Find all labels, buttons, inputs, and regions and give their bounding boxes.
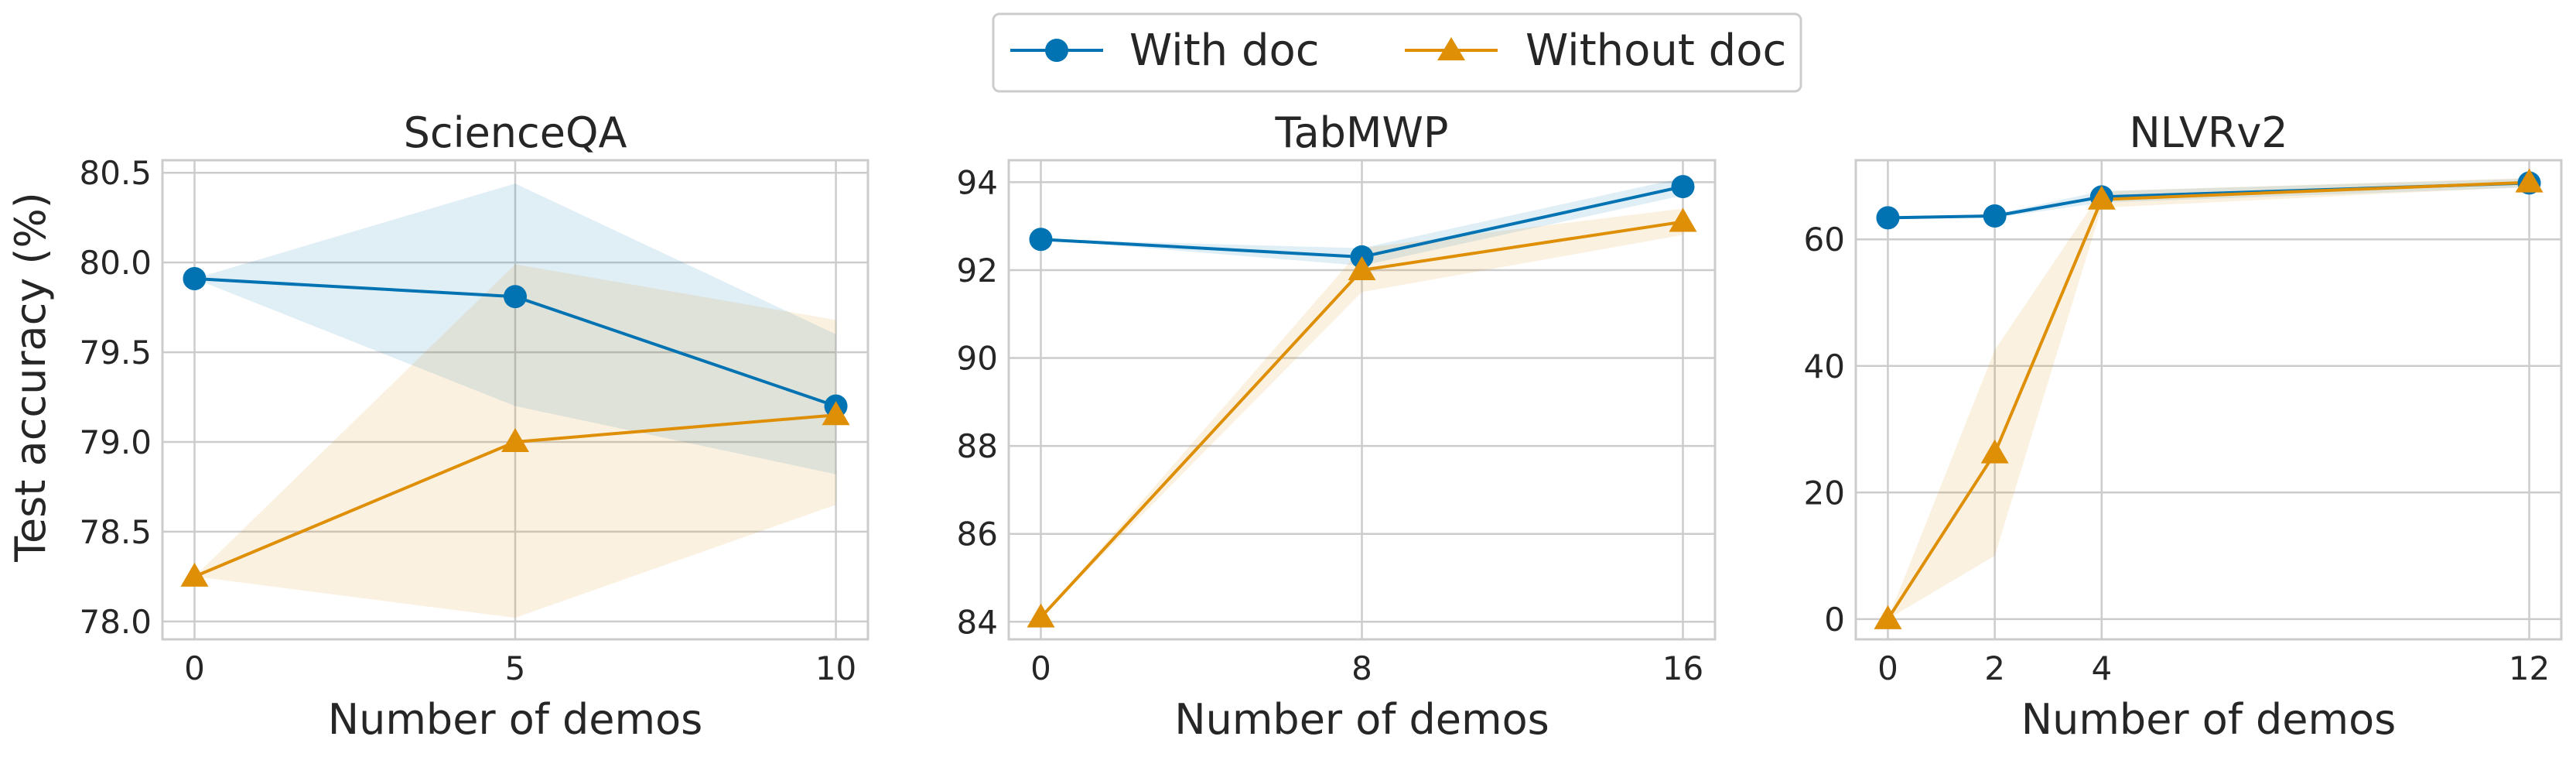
p2-y-tick-label-3: 60 <box>1804 221 1845 259</box>
p0-point-with-doc-1 <box>504 285 527 309</box>
p1-point-without-doc-2 <box>1669 207 1697 232</box>
p2-point-without-doc-1 <box>1980 439 2009 464</box>
p1-y-tick-label-4: 92 <box>957 252 998 289</box>
p2-x-tick-label-0: 0 <box>1877 649 1898 687</box>
p0-y-tick-label-4: 80.0 <box>79 244 152 282</box>
p1-y-tick-label-3: 90 <box>957 340 998 378</box>
p0-point-with-doc-0 <box>183 267 207 291</box>
p2-band-without-doc <box>1888 177 2530 619</box>
p0-title: ScienceQA <box>404 108 627 157</box>
p1-y-tick-label-2: 88 <box>957 427 998 465</box>
y-axis-label: Test accuracy (%) <box>6 192 55 563</box>
p0-x-tick-label-0: 0 <box>184 649 205 687</box>
p2-point-with-doc-0 <box>1876 206 1900 230</box>
p1-x-tick-label-2: 16 <box>1662 649 1703 687</box>
p1-plot-frame <box>1007 159 1717 641</box>
p2-y-tick-label-0: 0 <box>1824 601 1845 639</box>
p2-x-tick-label-2: 4 <box>2091 649 2112 687</box>
p2-point-without-doc-3 <box>2515 168 2544 193</box>
p2-point-without-doc-0 <box>1874 605 1902 629</box>
p1-point-with-doc-0 <box>1029 228 1053 252</box>
p2-point-with-doc-1 <box>1983 204 2007 228</box>
p2-y-tick-label-2: 40 <box>1804 348 1845 385</box>
p0-x-tick-label-1: 5 <box>505 649 526 687</box>
p1-x-tick-label-0: 0 <box>1030 649 1051 687</box>
p2-y-tick-label-1: 20 <box>1804 474 1845 512</box>
p0-x-tick-label-2: 10 <box>815 649 856 687</box>
legend-frame <box>992 12 1802 93</box>
p1-y-tick-label-5: 94 <box>957 163 998 201</box>
p1-y-tick-label-1: 86 <box>957 516 998 553</box>
panel-tabmwp: 84 86 88 90 92 94 0 8 16 Number of demos TabMWP <box>957 108 1717 744</box>
p1-x-axis-label: Number of demos <box>1174 695 1549 744</box>
legend-marker-without-doc <box>1437 37 1465 60</box>
legend: With doc Without doc <box>992 12 1802 93</box>
p1-band-without-doc <box>1040 208 1683 618</box>
p1-band-with-doc <box>1040 177 1683 266</box>
p0-plot-frame <box>161 159 869 641</box>
p1-point-without-doc-0 <box>1027 603 1055 628</box>
p1-point-without-doc-1 <box>1348 255 1376 280</box>
p0-point-without-doc-0 <box>180 562 209 587</box>
legend-entry-with-doc: With doc <box>1010 26 1320 76</box>
p2-point-without-doc-2 <box>2087 185 2116 210</box>
p0-y-tick-label-0: 78.0 <box>79 603 152 641</box>
panel-nlvrv2: 0 20 40 60 0 2 4 12 Number of demos NLVRv2 <box>1804 108 2563 744</box>
p1-x-tick-label-1: 8 <box>1351 649 1372 687</box>
p0-y-tick-label-5: 80.5 <box>79 154 152 192</box>
p0-y-tick-label-3: 79.5 <box>79 334 152 372</box>
p2-title: NLVRv2 <box>2129 108 2287 157</box>
legend-label-with-doc: With doc <box>1129 26 1320 76</box>
legend-marker-with-doc <box>1045 39 1068 62</box>
panel-scienceqa: 78.0 78.5 79.0 79.5 80.0 80.5 0 5 10 Number of de… <box>79 108 869 744</box>
p1-point-with-doc-2 <box>1671 175 1695 199</box>
p0-band-with-doc <box>194 183 836 474</box>
p2-line-without-doc <box>1886 180 2530 620</box>
p0-y-tick-label-1: 78.5 <box>79 513 152 551</box>
p0-x-axis-label: Number of demos <box>328 695 703 744</box>
p1-title: TabMWP <box>1275 108 1449 157</box>
p0-point-without-doc-1 <box>501 427 529 452</box>
p1-y-tick-label-0: 84 <box>957 603 998 641</box>
p2-plot-frame <box>1854 159 2563 641</box>
p2-x-tick-label-1: 2 <box>1984 649 2005 687</box>
p0-y-tick-label-2: 79.0 <box>79 423 152 461</box>
p2-x-tick-label-3: 12 <box>2509 649 2550 687</box>
legend-label-without-doc: Without doc <box>1525 26 1786 76</box>
legend-entry-without-doc: Without doc <box>1405 26 1786 76</box>
p2-x-axis-label: Number of demos <box>2021 695 2397 744</box>
p0-point-without-doc-2 <box>822 401 850 426</box>
